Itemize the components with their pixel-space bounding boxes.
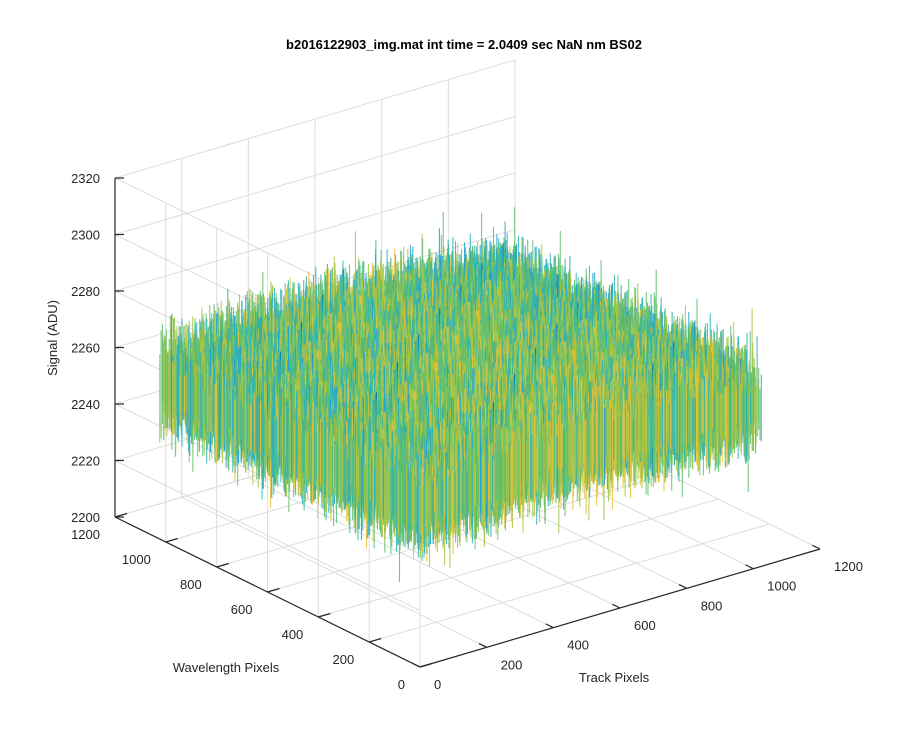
surface-plot [159,207,762,583]
grid-line [114,59,516,179]
grid-line [114,460,421,611]
grid-line [114,116,516,235]
grid-line [369,523,770,643]
grid-line [114,172,516,292]
grid-line [318,498,719,618]
